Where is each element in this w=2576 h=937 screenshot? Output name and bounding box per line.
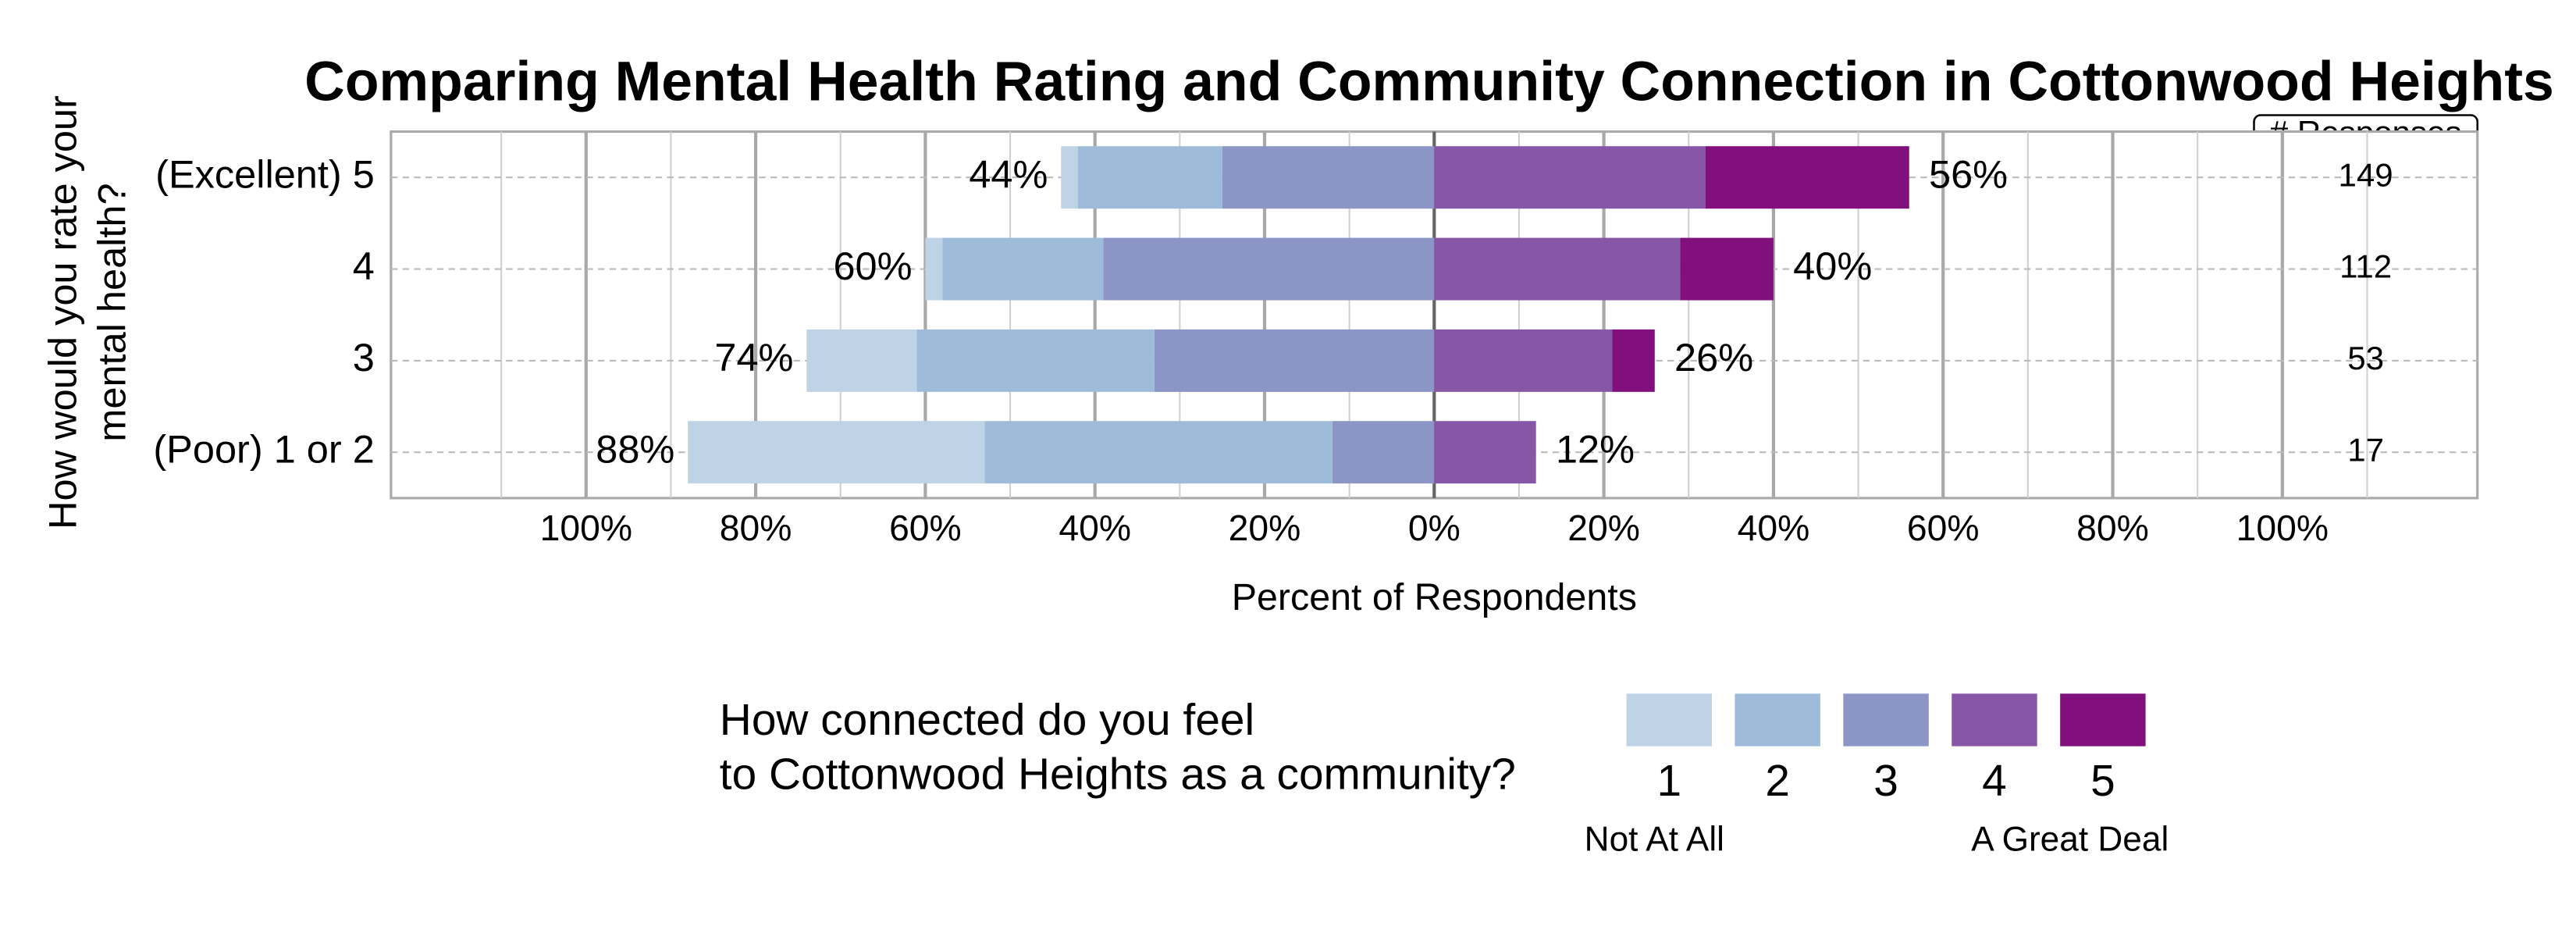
legend-low-label: Not At All: [1585, 820, 1724, 858]
x-tick-label: 20%: [1229, 508, 1301, 548]
bar-segment: [1103, 237, 1435, 301]
y-tick-label: (Excellent) 5: [155, 152, 375, 197]
bar-segment: [916, 329, 1155, 392]
legend-label: 2: [1765, 757, 1790, 806]
bar-segment: [1705, 146, 1909, 209]
legend-high-label: A Great Deal: [1971, 820, 2169, 858]
bar-segment: [1434, 329, 1613, 392]
x-tick-label: 20%: [1567, 508, 1640, 548]
right-total-label: 40%: [1793, 244, 1872, 288]
y-tick-label: (Poor) 1 or 2: [153, 427, 374, 472]
x-tick-label: 40%: [1059, 508, 1131, 548]
chart-title: Comparing Mental Health Rating and Commu…: [304, 51, 2554, 113]
x-tick-label: 60%: [1907, 508, 1980, 548]
y-tick-label: 4: [353, 244, 375, 288]
responses-count: 149: [2339, 156, 2393, 193]
legend-label: 3: [1873, 757, 1898, 806]
legend-title: How connected do you feel: [720, 696, 1254, 745]
bar-segment: [1077, 146, 1222, 209]
left-total-label: 74%: [714, 335, 793, 379]
right-total-label: 12%: [1556, 427, 1635, 472]
legend-title: to Cottonwood Heights as a community?: [720, 750, 1516, 800]
bar-segment: [1434, 237, 1681, 301]
legend-label: 1: [1656, 757, 1681, 806]
responses-count: 17: [2347, 431, 2384, 468]
responses-count: 53: [2347, 340, 2384, 376]
legend-swatch: [1735, 693, 1820, 746]
bar-segment: [1154, 329, 1435, 392]
bar-segment: [1434, 146, 1706, 209]
x-tick-label: 80%: [720, 508, 792, 548]
legend-label: 4: [1982, 757, 2007, 806]
x-axis-label: Percent of Respondents: [1232, 576, 1637, 618]
bar-segment: [1434, 421, 1536, 484]
bar-segment: [925, 237, 943, 301]
y-label-line: How would you rate your: [41, 95, 85, 529]
bar-segment: [1612, 329, 1655, 392]
legend-swatch: [1626, 693, 1712, 746]
legend-swatch: [2060, 693, 2146, 746]
right-total-label: 56%: [1929, 152, 2008, 197]
responses-count: 112: [2339, 248, 2392, 285]
bar-segment: [1680, 237, 1774, 301]
left-total-label: 88%: [596, 427, 674, 472]
bar-segment: [984, 421, 1332, 484]
y-tick-label: 3: [353, 335, 375, 379]
bar-segment: [806, 329, 917, 392]
bar-segment: [1222, 146, 1435, 209]
x-tick-label: 40%: [1738, 508, 1810, 548]
legend-label: 5: [2090, 757, 2115, 806]
y-axis-label: How would you rate your mental health?: [41, 95, 134, 529]
left-total-label: 60%: [833, 244, 912, 288]
bar-segment: [942, 237, 1104, 301]
bar-segment: [688, 421, 985, 484]
x-tick-label: 80%: [2076, 508, 2149, 548]
legend-swatch: [1952, 693, 2037, 746]
bar-segment: [1332, 421, 1435, 484]
right-total-label: 26%: [1674, 335, 1753, 379]
legend-swatch: [1843, 693, 1929, 746]
x-tick-label: 100%: [540, 508, 632, 548]
y-label-line: mental health?: [90, 183, 134, 441]
bar-segment: [1061, 146, 1078, 209]
x-tick-label: 0%: [1408, 508, 1461, 548]
x-tick-label: 60%: [889, 508, 962, 548]
x-tick-label: 100%: [2236, 508, 2329, 548]
left-total-label: 44%: [969, 152, 1048, 197]
